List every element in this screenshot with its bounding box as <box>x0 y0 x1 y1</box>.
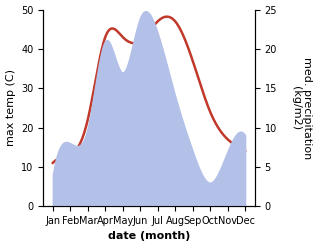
X-axis label: date (month): date (month) <box>108 231 190 242</box>
Y-axis label: max temp (C): max temp (C) <box>5 69 16 146</box>
Y-axis label: med. precipitation
(kg/m2): med. precipitation (kg/m2) <box>291 57 313 159</box>
